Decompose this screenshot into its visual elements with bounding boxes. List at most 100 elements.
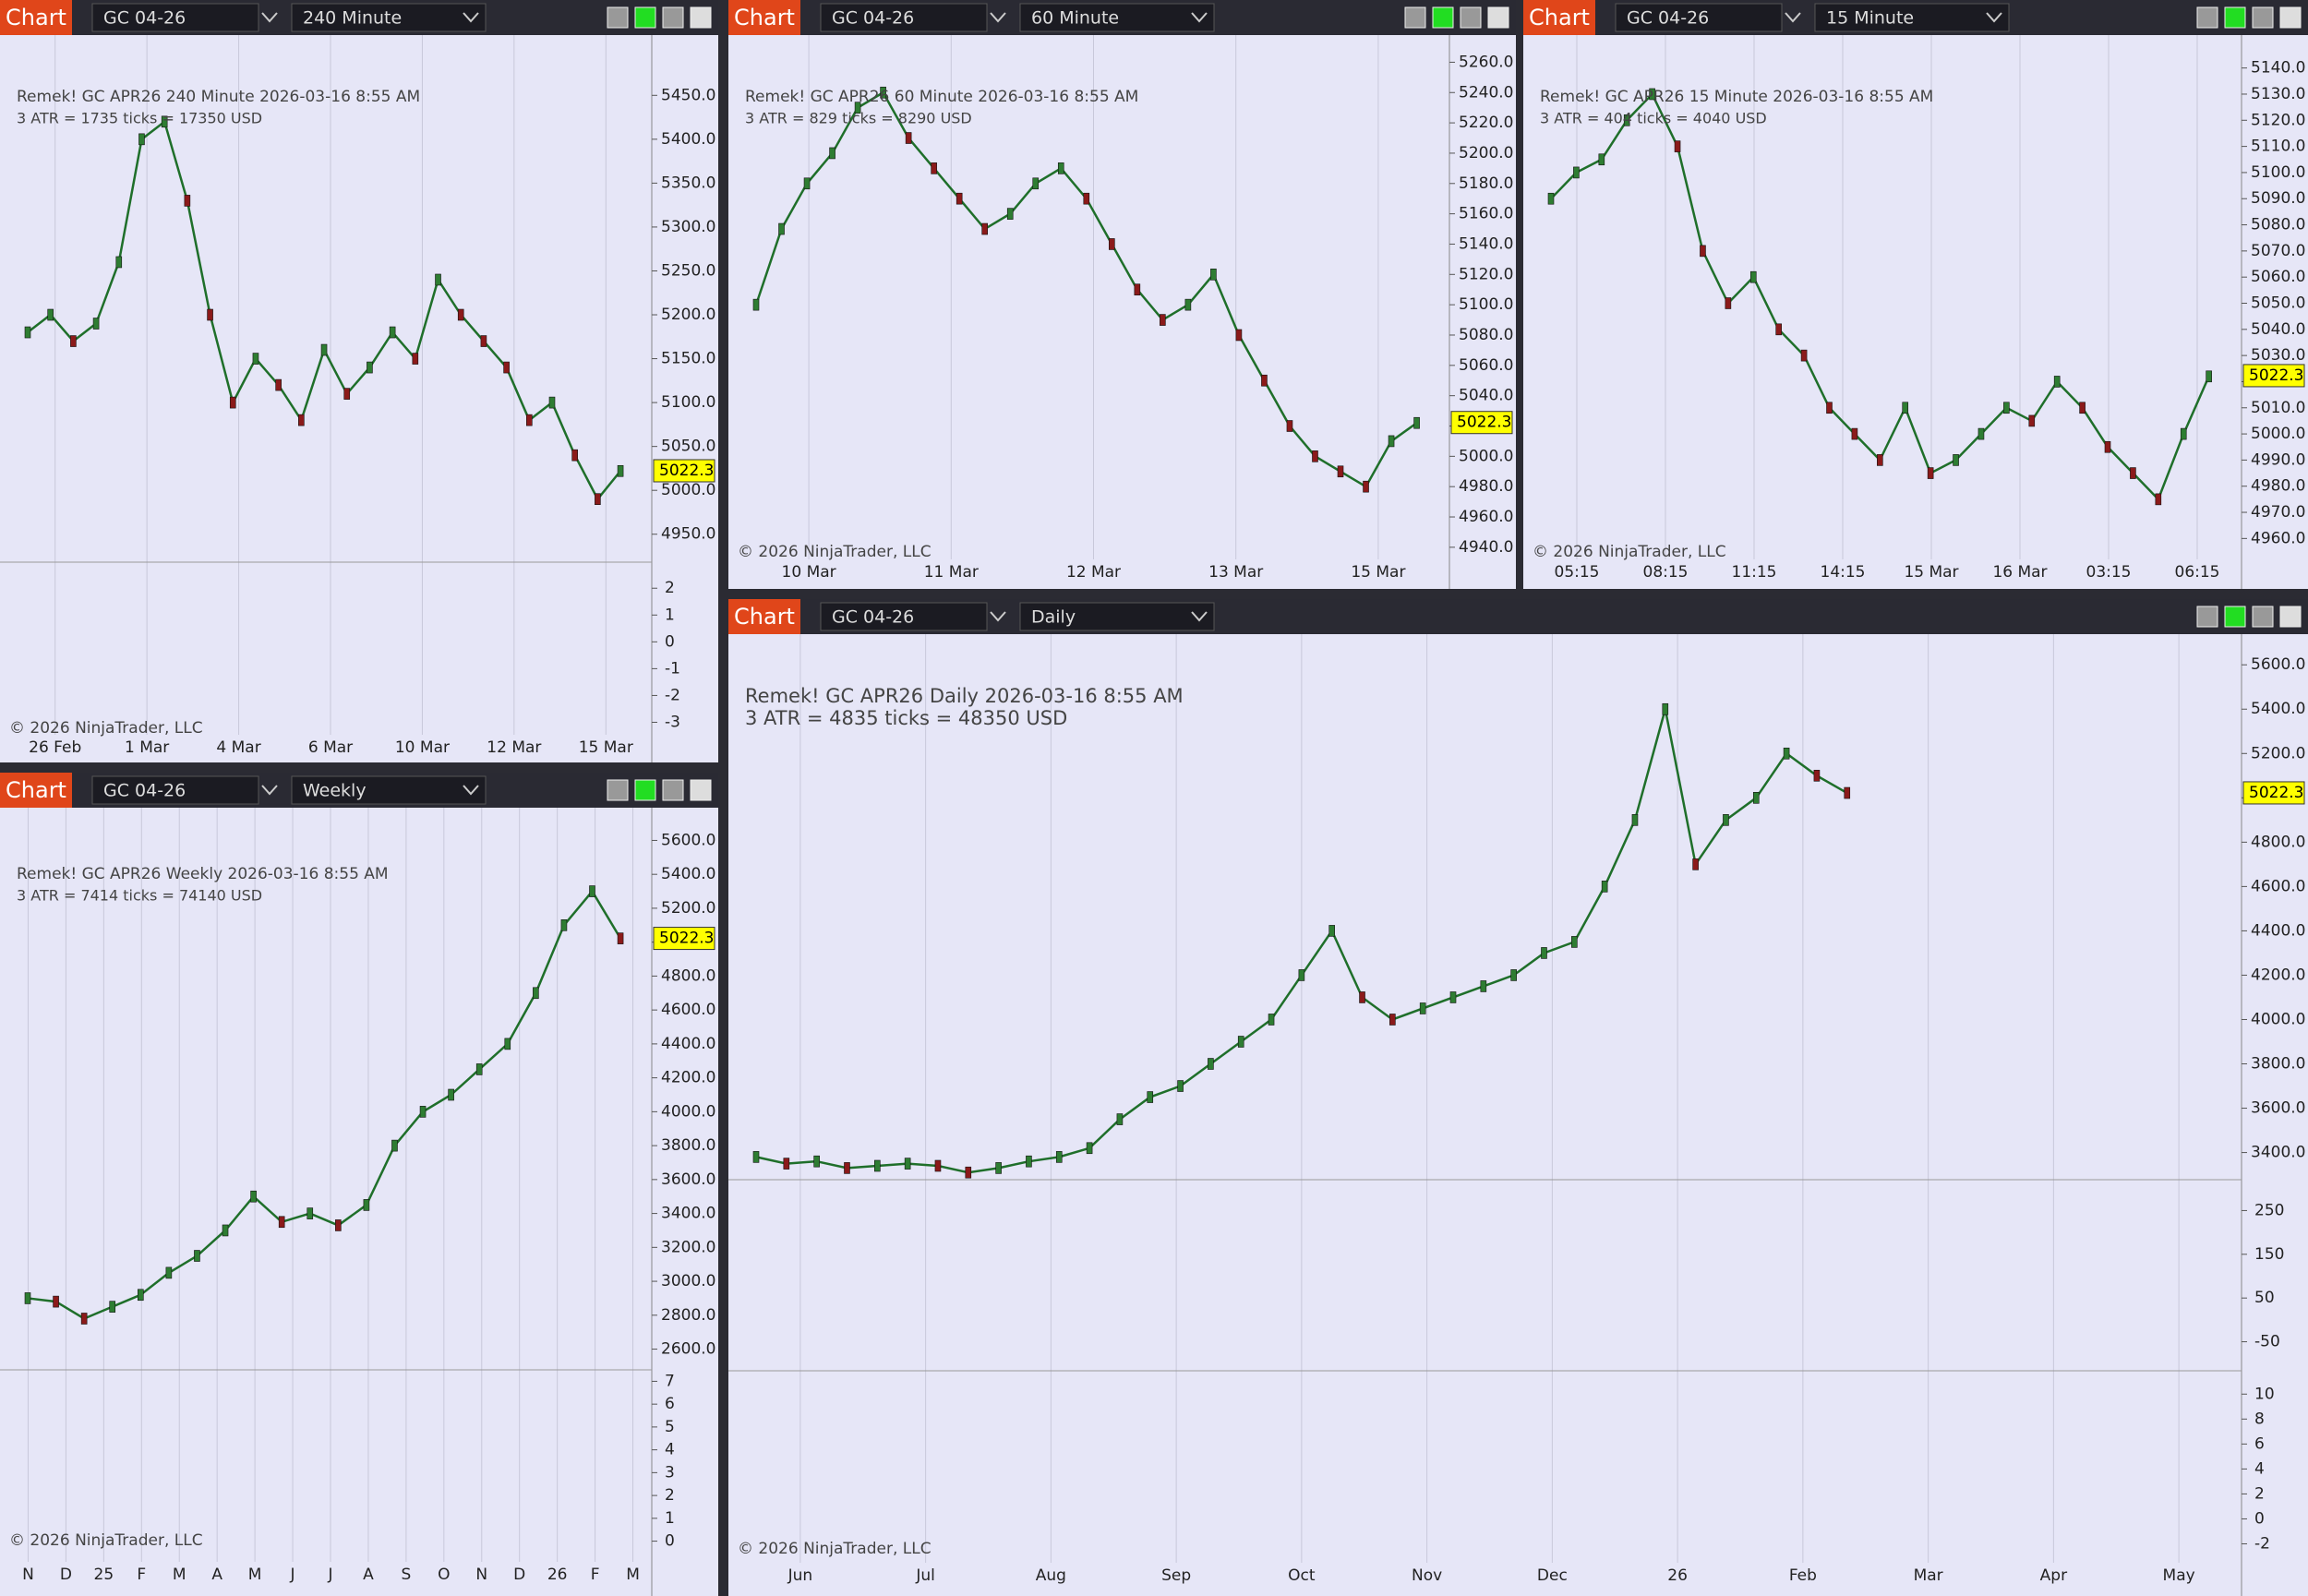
candle	[1571, 936, 1578, 948]
y-tick-label: 5000.0	[2251, 425, 2305, 443]
x-tick-label: Jun	[787, 1566, 813, 1585]
y-tick-label: 4990.0	[2251, 450, 2305, 469]
candle	[1723, 814, 1729, 826]
candle	[1813, 769, 1821, 782]
y-tick-label: 4600.0	[2251, 877, 2305, 895]
instrument-box[interactable]	[91, 3, 259, 32]
candle	[1237, 1036, 1244, 1048]
window-button[interactable]	[2196, 6, 2218, 29]
window-button[interactable]	[607, 779, 629, 801]
y-tick-label: 3400.0	[661, 1205, 715, 1223]
candle	[1844, 786, 1851, 799]
window-button[interactable]	[2252, 606, 2274, 628]
window-button[interactable]	[1404, 6, 1426, 29]
candle	[419, 1106, 427, 1118]
candle	[1147, 1091, 1154, 1103]
interval-box[interactable]	[291, 3, 487, 32]
window-button[interactable]	[2196, 606, 2218, 628]
chart-tab[interactable]	[0, 0, 72, 35]
candle	[1337, 465, 1344, 478]
candle	[1649, 88, 1655, 101]
window-button[interactable]	[634, 779, 656, 801]
y-tick-label: -3	[665, 713, 680, 731]
candle	[109, 1301, 116, 1313]
y-tick-label: 4	[665, 1441, 675, 1459]
window-button[interactable]	[2279, 606, 2302, 628]
chart-tab-label: Chart	[6, 5, 66, 30]
y-tick-label: 3200.0	[661, 1238, 715, 1256]
window-button[interactable]	[1432, 6, 1454, 29]
chart-tab[interactable]	[728, 599, 800, 634]
y-tick-label: 4950.0	[661, 525, 715, 544]
candle	[165, 1266, 173, 1279]
y-tick-label: 5010.0	[2251, 399, 2305, 417]
window-button[interactable]	[634, 6, 656, 29]
atr-info: 3 ATR = 4835 ticks = 48350 USD	[745, 707, 1067, 729]
window-button[interactable]	[1460, 6, 1482, 29]
interval-box[interactable]	[1019, 3, 1215, 32]
y-tick-label: 5060.0	[1459, 356, 1513, 375]
candle	[207, 308, 213, 321]
instrument-box[interactable]	[91, 775, 259, 805]
y-tick-label: 2	[665, 579, 675, 597]
candle	[1208, 1058, 1214, 1070]
atr-info: 3 ATR = 404 ticks = 4040 USD	[1540, 110, 1767, 127]
window-button[interactable]	[1487, 6, 1509, 29]
y-tick-label: 5350.0	[661, 174, 715, 192]
x-tick-label: O	[438, 1566, 450, 1584]
candle	[1752, 792, 1760, 804]
instrument: GC 04-26	[103, 781, 186, 801]
candle	[1086, 1142, 1093, 1155]
interval-box[interactable]	[291, 775, 487, 805]
candle	[2079, 402, 2086, 414]
window-button[interactable]	[607, 6, 629, 29]
y-tick-label: 2	[2254, 1484, 2265, 1503]
window-button[interactable]	[690, 779, 712, 801]
x-tick-label: Nov	[1412, 1566, 1442, 1585]
candle	[320, 343, 328, 356]
y-tick-label: 2800.0	[661, 1306, 715, 1325]
y-tick-label: 5140.0	[1459, 234, 1513, 253]
x-tick-label: 25	[94, 1566, 114, 1584]
instrument-box[interactable]	[820, 602, 988, 631]
candle	[829, 147, 835, 160]
y-tick-label: 6	[2254, 1434, 2265, 1453]
y-tick-label: 2600.0	[661, 1340, 715, 1359]
y-tick-label: 4980.0	[2251, 477, 2305, 496]
candle	[1026, 1155, 1032, 1168]
copyright: © 2026 NinjaTrader, LLC	[738, 1540, 932, 1558]
y-tick-label: 5050.0	[661, 438, 715, 456]
chart-tab[interactable]	[0, 773, 72, 808]
chart-info: Remek! GC APR26 Daily 2026-03-16 8:55 AM	[745, 685, 1184, 707]
instrument-box[interactable]	[820, 3, 988, 32]
interval-box[interactable]	[1814, 3, 2010, 32]
y-tick-label: 5100.0	[661, 393, 715, 412]
candle	[778, 222, 785, 235]
window-button[interactable]	[662, 6, 684, 29]
atr-info: 3 ATR = 1735 ticks = 17350 USD	[17, 110, 262, 127]
dropdown-arrow	[463, 12, 479, 23]
candle	[1413, 416, 1420, 429]
window-button[interactable]	[690, 6, 712, 29]
window-button[interactable]	[2224, 606, 2246, 628]
window-button[interactable]	[2224, 6, 2246, 29]
interval-box[interactable]	[1019, 602, 1215, 631]
window-button[interactable]	[2279, 6, 2302, 29]
y-tick-label: 5070.0	[2251, 242, 2305, 260]
window-button[interactable]	[662, 779, 684, 801]
instrument-box[interactable]	[1615, 3, 1783, 32]
x-tick-label: 14:15	[1821, 563, 1866, 582]
chart-info: Remek! GC APR26 Weekly 2026-03-16 8:55 A…	[17, 865, 389, 883]
candle	[548, 396, 556, 409]
candle	[412, 353, 419, 365]
candle	[1235, 329, 1243, 342]
y-tick-label: 5100.0	[2251, 163, 2305, 182]
window-button[interactable]	[2252, 6, 2274, 29]
chart-tab[interactable]	[1523, 0, 1595, 35]
chart-tab[interactable]	[728, 0, 800, 35]
x-tick-label: 11 Mar	[924, 563, 979, 582]
last-price-marker	[2242, 364, 2305, 388]
x-tick-label: Apr	[2040, 1566, 2067, 1585]
candle	[252, 353, 259, 365]
y-tick-label: 4970.0	[2251, 503, 2305, 522]
